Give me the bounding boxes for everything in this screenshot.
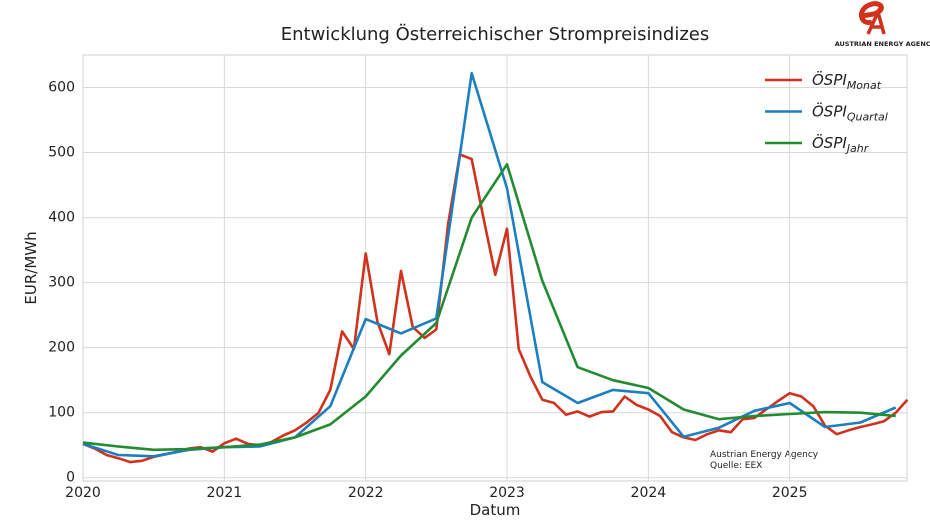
x-axis-label: Datum (470, 501, 521, 519)
x-tick-label: 2022 (348, 485, 384, 501)
series-line (82, 163, 896, 452)
x-tick-label: 2023 (489, 485, 525, 501)
y-tick-label: 500 (48, 145, 75, 161)
legend-subscript: Quartal (847, 111, 888, 124)
logo: AUSTRIAN ENERGY AGENCY (835, 1, 930, 48)
y-tick-label: 100 (48, 405, 75, 421)
annotation: Quelle: EEX (710, 461, 762, 471)
y-axis-label: EUR/MWh (22, 231, 40, 304)
annotation: Austrian Energy Agency (710, 450, 819, 460)
legend-label: ÖSPIMonat (812, 70, 882, 92)
logo-text: AUSTRIAN ENERGY AGENCY (835, 40, 930, 48)
chart-title: Entwicklung Österreichischer Strompreisi… (281, 23, 710, 45)
x-tick-label: 2021 (207, 485, 243, 501)
legend-label: ÖSPIQuartal (812, 102, 888, 124)
y-tick-label: 400 (48, 210, 75, 226)
x-tick-label: 2025 (772, 485, 808, 501)
series-line (82, 153, 909, 464)
logo-mark (866, 6, 886, 35)
legend-subscript: Monat (847, 79, 882, 92)
plot-frame (82, 54, 908, 482)
y-tick-label: 300 (48, 275, 75, 291)
y-tick-label: 0 (66, 470, 75, 486)
legend-name: ÖSPI (812, 133, 847, 152)
y-tick-label: 200 (48, 340, 75, 356)
x-tick-label: 2024 (631, 485, 667, 501)
legend-label: ÖSPIJahr (812, 133, 870, 155)
series-line (82, 71, 897, 458)
x-tick-label: 2020 (65, 485, 101, 501)
y-tick-label: 600 (48, 80, 75, 96)
legend-subscript: Jahr (845, 142, 870, 155)
legend-name: ÖSPI (812, 70, 847, 89)
legend-name: ÖSPI (812, 102, 847, 121)
